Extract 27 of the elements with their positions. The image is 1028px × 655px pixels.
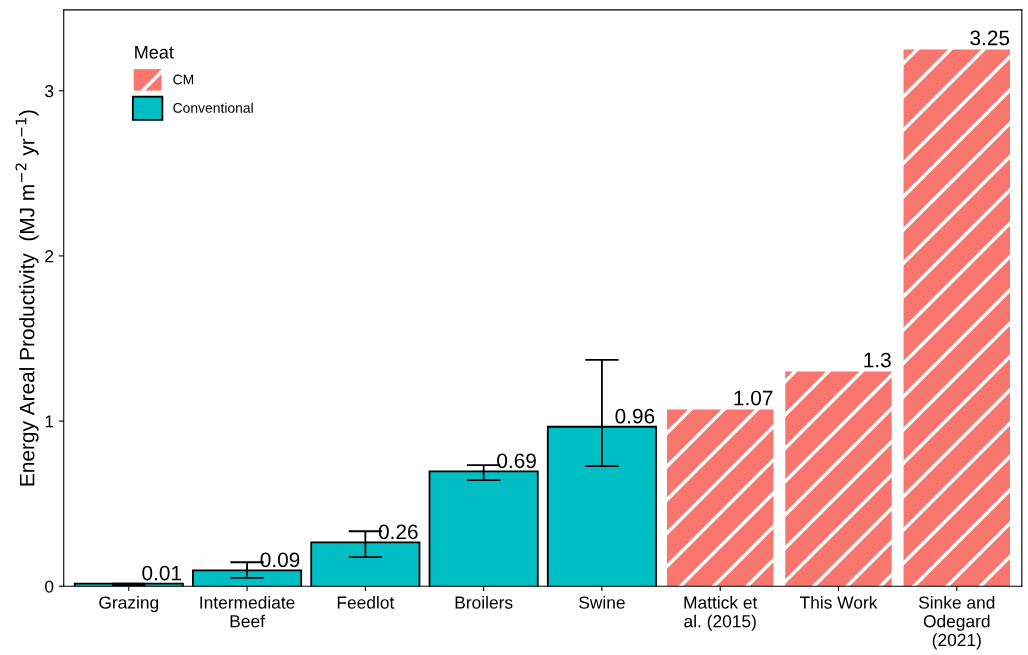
bar [785,371,892,587]
data-label: 1.3 [864,352,891,368]
bar [903,49,1011,587]
data-label: 0.09 [260,552,300,568]
x-tick-label: Mattick et al. (2015) [684,595,758,631]
y-tick-label: 3 [45,84,54,98]
data-label: 0.96 [615,408,655,424]
x-tick-label: Feedlot [337,595,395,609]
x-tick-label: Intermediate Beef [200,595,295,628]
x-tick-label: Sinke and Odegard (2021) [918,595,995,650]
data-label: 0.69 [497,453,536,469]
y-tick-label: 2 [45,250,54,263]
y-tick-label: 1 [45,415,54,428]
legend-title: Meat [135,46,174,59]
data-label: 3.25 [970,30,1010,46]
y-tick-label: 0 [45,580,54,593]
data-label: 1.07 [734,390,773,406]
x-tick-label: Grazing [99,595,159,613]
x-tick-label: Swine [579,595,625,609]
data-label: 0.26 [378,524,418,540]
x-tick-label: This Work [799,595,878,609]
bar [666,409,774,587]
legend-label: CM [173,74,194,85]
legend-label: Conventional [173,102,253,113]
data-label: 0.01 [142,565,182,581]
y-axis-title: Energy Areal Productivity (MJ m$^{−2}$ yr$^{−1}$) [15,110,39,486]
x-tick-label: Broilers [455,595,513,609]
